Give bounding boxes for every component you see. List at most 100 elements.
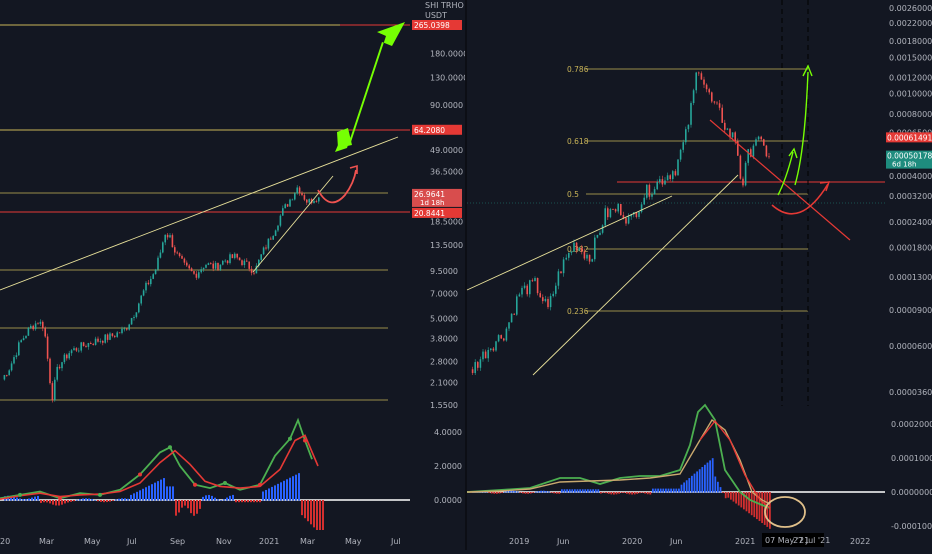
candle — [284, 204, 286, 209]
time-tick-label: Sep — [170, 537, 185, 546]
histogram-bar — [657, 488, 659, 493]
histogram-bar — [313, 500, 315, 528]
histogram-bar — [678, 488, 680, 493]
candle — [49, 358, 51, 384]
histogram-bar — [304, 500, 306, 519]
cross-dot — [288, 436, 292, 441]
candle — [82, 342, 85, 346]
candle — [198, 272, 200, 278]
candle — [195, 273, 198, 278]
candle — [596, 234, 599, 238]
histogram-bar — [714, 476, 717, 493]
candle — [44, 328, 46, 337]
candle — [492, 348, 495, 351]
candle — [219, 264, 222, 270]
price-tick-label: 2.1000 — [430, 379, 458, 388]
candle — [648, 184, 651, 197]
left-currency-label: USDT — [425, 11, 447, 20]
histogram-bar — [211, 495, 213, 501]
histogram-bar — [680, 484, 683, 493]
candle — [114, 335, 116, 337]
histogram-bar — [262, 491, 264, 501]
candle — [474, 362, 476, 374]
candle — [505, 328, 508, 341]
candle — [54, 379, 56, 401]
histogram-bar — [94, 499, 96, 501]
candle — [698, 72, 700, 74]
left-time-axis[interactable]: 20 Mar May Jul Sep Nov 2021 Mar May Jul — [0, 530, 465, 550]
left-oscillator-pane[interactable] — [0, 406, 410, 537]
fib-level-label: 0.236 — [567, 307, 589, 316]
candle — [586, 254, 588, 259]
left-price-pane[interactable] — [0, 0, 410, 405]
histogram-bar — [112, 500, 114, 501]
right-oscillator-pane[interactable] — [466, 403, 885, 529]
candle — [526, 285, 528, 295]
right-price-pane[interactable]: 0.786 0.618 0.5 0.382 0.236 — [466, 0, 885, 530]
histogram-bar — [555, 492, 558, 494]
histogram-bar — [628, 492, 631, 495]
pane-divider[interactable] — [465, 0, 467, 550]
date-marker-bg — [762, 533, 824, 547]
histogram-bar — [22, 499, 24, 501]
histogram-bar — [589, 489, 592, 493]
candle — [193, 271, 195, 274]
candle — [99, 340, 102, 342]
candle — [604, 208, 606, 226]
candle — [560, 271, 562, 274]
histogram-bar — [537, 491, 540, 493]
price-tag-label: 64.2080 — [414, 126, 445, 135]
candle — [750, 149, 752, 157]
candle — [291, 199, 294, 201]
histogram-bar — [667, 488, 670, 493]
histogram-bar — [488, 492, 490, 493]
price-tick-label: 1.5500 — [430, 401, 458, 410]
price-tag — [412, 188, 462, 207]
projection-arrow — [794, 71, 809, 186]
histogram-bar — [175, 500, 177, 516]
price-tick-label: 90.0000 — [430, 101, 463, 110]
histogram-bar — [675, 488, 678, 493]
candle — [116, 332, 118, 337]
candle — [724, 122, 726, 130]
candle — [200, 269, 202, 273]
candle — [109, 333, 111, 340]
histogram-bar — [506, 491, 509, 493]
histogram-bar — [626, 492, 628, 494]
candle — [674, 171, 677, 176]
candle — [207, 263, 210, 265]
candle — [169, 235, 171, 238]
candle — [140, 295, 142, 304]
candle — [68, 353, 70, 359]
candle — [301, 193, 303, 196]
candle — [66, 354, 68, 359]
price-tag — [412, 124, 462, 135]
candle — [58, 366, 61, 369]
histogram-bar — [238, 500, 240, 503]
histogram-bar — [587, 489, 589, 493]
candle — [255, 265, 258, 274]
candle — [487, 349, 489, 359]
candle — [277, 225, 279, 231]
left-price-axis[interactable]: SHI TRHO USDT 265.0398 180.0000 130.0000 90… — [410, 0, 468, 530]
candle — [80, 342, 82, 351]
histogram-bar — [121, 498, 123, 501]
candle — [687, 124, 690, 130]
oscillator-fast-line — [466, 403, 771, 509]
arrowhead — [819, 181, 831, 192]
candle — [651, 194, 653, 197]
histogram-bar — [157, 481, 159, 501]
histogram-bar — [115, 499, 117, 501]
candle — [46, 336, 49, 359]
candle — [677, 159, 679, 176]
histogram-bar — [13, 496, 15, 501]
candle — [573, 242, 575, 252]
histogram-bar — [641, 492, 644, 493]
candle — [97, 338, 99, 342]
